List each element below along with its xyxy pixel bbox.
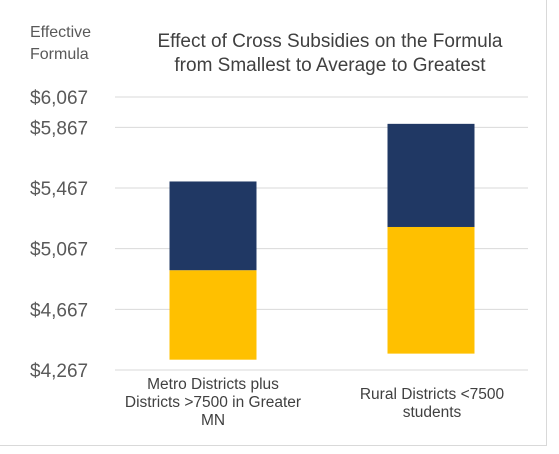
y-tick-label: $5,467 <box>30 179 88 200</box>
bar-segment-average-to-greatest <box>169 181 257 271</box>
category-label-line: MN <box>200 412 226 429</box>
y-tick-label: $5,067 <box>30 240 88 261</box>
category-label-line: Rural Districts <7500 <box>359 386 505 403</box>
y-tick-label: $5,867 <box>30 118 88 139</box>
bar-segment-smallest-to-average <box>169 270 257 360</box>
y-axis-label-line-1: Effective <box>30 24 92 41</box>
bar-segment-average-to-greatest <box>387 123 475 227</box>
category-label-line: Metro Districts plus <box>147 376 279 393</box>
chart-title-line-1: Effect of Cross Subsidies on the Formula <box>157 31 503 52</box>
category-label-rural: Rural Districts <7500 students <box>327 386 537 422</box>
chart-title-line-2: from Smallest to Average to Greatest <box>174 55 486 76</box>
y-tick-label: $4,667 <box>30 300 88 321</box>
bar-segment-smallest-to-average <box>387 226 475 354</box>
y-tick-label: $4,267 <box>30 361 88 382</box>
y-tick-label: $6,067 <box>30 88 88 109</box>
y-axis-label-line-2: Formula <box>30 46 89 63</box>
category-label-line: Districts >7500 in Greater <box>124 394 302 411</box>
category-label-line: students <box>402 404 462 421</box>
category-label-metro: Metro Districts plus Districts >7500 in … <box>108 376 318 430</box>
chart-frame <box>0 0 547 446</box>
